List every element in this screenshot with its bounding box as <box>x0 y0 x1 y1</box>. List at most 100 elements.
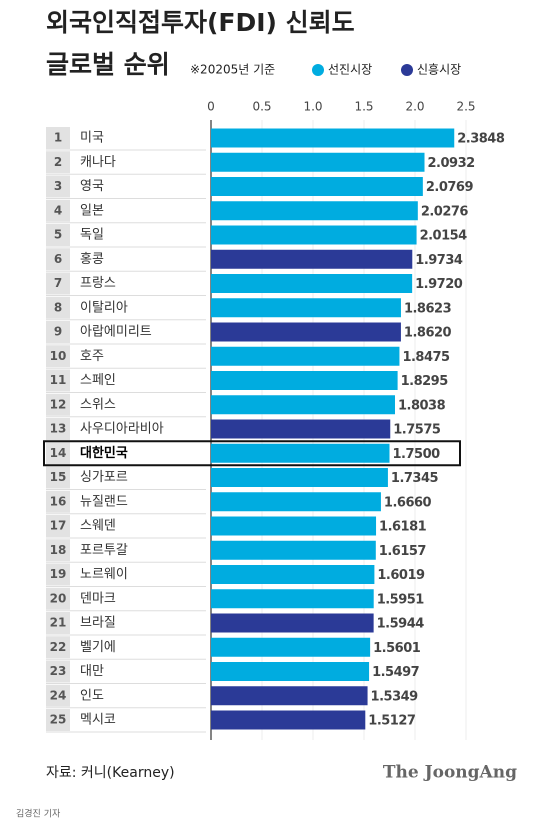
rank-cell <box>46 612 70 634</box>
bar <box>211 249 413 269</box>
value-label: 1.8475 <box>402 350 450 365</box>
rank-cell <box>46 175 70 198</box>
rank: 2 <box>54 155 62 169</box>
category-label: 벨기에 <box>80 640 116 655</box>
rank: 1 <box>54 131 62 145</box>
rank: 13 <box>50 422 67 436</box>
category-label: 호주 <box>80 349 104 364</box>
rank-cell <box>46 199 70 222</box>
category-label: 프랑스 <box>80 276 116 291</box>
rank-cell <box>46 272 70 295</box>
highlight-box <box>43 440 461 467</box>
rank: 17 <box>50 519 67 533</box>
value-label: 1.9720 <box>415 277 463 292</box>
rank-cell <box>46 587 70 610</box>
chart-title: 외국인직접투자(FDI) 신뢰도 <box>46 8 355 37</box>
rank-cell <box>46 393 70 416</box>
value-label: 1.5951 <box>377 592 425 607</box>
bar <box>211 565 375 584</box>
value-label: 2.0276 <box>421 204 469 219</box>
rank: 9 <box>54 325 62 339</box>
rank-cell <box>46 563 70 586</box>
value-label: 2.0769 <box>426 180 474 195</box>
subtitle: ※20205년 기준 <box>190 63 275 77</box>
rank-cell <box>46 296 70 319</box>
category-label: 독일 <box>80 228 104 243</box>
value-label: 1.8295 <box>401 374 449 389</box>
category-label: 노르웨이 <box>80 567 128 582</box>
rank: 11 <box>50 373 67 387</box>
bar <box>211 152 425 172</box>
bar <box>211 468 388 487</box>
category-label: 이탈리아 <box>80 300 128 315</box>
category-label: 사우디아라비아 <box>80 422 164 437</box>
value-label: 1.5127 <box>368 714 416 729</box>
rank: 25 <box>50 713 67 727</box>
value-label: 1.8038 <box>398 398 446 413</box>
bar <box>211 322 401 342</box>
category-label: 아랍에미리트 <box>80 325 152 340</box>
category-label: 대한민국 <box>80 445 128 461</box>
rank-cell <box>46 684 70 707</box>
bar <box>211 710 366 730</box>
value-label: 1.8623 <box>404 301 452 316</box>
category-label: 스위스 <box>80 397 116 412</box>
category-label: 브라질 <box>80 616 116 631</box>
rank: 20 <box>50 591 67 605</box>
rank: 23 <box>50 664 67 678</box>
rank: 21 <box>50 616 67 630</box>
category-label: 덴마크 <box>80 591 116 606</box>
legend-swatch <box>312 64 324 76</box>
value-label: 1.6019 <box>377 568 425 583</box>
rank: 8 <box>54 300 62 314</box>
bar <box>211 128 455 148</box>
bar <box>211 395 395 415</box>
legend-label: 선진시장 <box>328 63 372 77</box>
rank-cell <box>46 709 70 731</box>
category-label: 미국 <box>80 131 104 146</box>
bar <box>211 686 368 706</box>
rank-cell <box>46 636 70 659</box>
rank-cell <box>46 660 70 683</box>
rank: 4 <box>54 203 62 217</box>
rank-cell <box>46 539 70 562</box>
value-label: 1.6181 <box>379 520 427 535</box>
rank: 16 <box>50 494 67 508</box>
category-label: 포르투갈 <box>80 543 128 558</box>
value-label: 1.5349 <box>371 689 419 704</box>
category-label: 홍콩 <box>80 252 104 267</box>
rank-cell <box>46 151 70 174</box>
rank-cell <box>46 345 70 368</box>
rank-cell <box>46 418 70 440</box>
byline: 김경진 기자 <box>16 808 61 820</box>
category-label: 스웨덴 <box>80 519 116 534</box>
rank: 12 <box>50 397 67 411</box>
value-label: 2.0154 <box>420 229 468 244</box>
category-label: 뉴질랜드 <box>80 494 128 509</box>
rank: 15 <box>50 470 67 484</box>
bar <box>211 177 423 196</box>
bar <box>211 637 371 657</box>
rank: 5 <box>54 228 62 242</box>
bar <box>211 662 370 681</box>
category-label: 대만 <box>80 664 104 679</box>
rank-cell <box>46 127 70 149</box>
legend-label: 신흥시장 <box>417 63 461 77</box>
rank-cell <box>46 321 70 343</box>
bar <box>211 589 374 609</box>
value-label: 1.7575 <box>393 423 441 438</box>
rank: 10 <box>50 349 67 363</box>
bar <box>211 298 401 318</box>
bar <box>211 419 391 439</box>
value-label: 1.5944 <box>377 617 425 632</box>
value-label: 2.0932 <box>428 156 475 171</box>
bar <box>211 346 400 366</box>
rank-cell <box>46 224 70 246</box>
chart-title: 글로벌 순위 <box>46 50 170 79</box>
rank-cell <box>46 248 70 271</box>
rank: 22 <box>50 640 67 654</box>
rank: 3 <box>54 179 62 193</box>
category-label: 영국 <box>80 179 104 194</box>
bar <box>211 492 381 512</box>
